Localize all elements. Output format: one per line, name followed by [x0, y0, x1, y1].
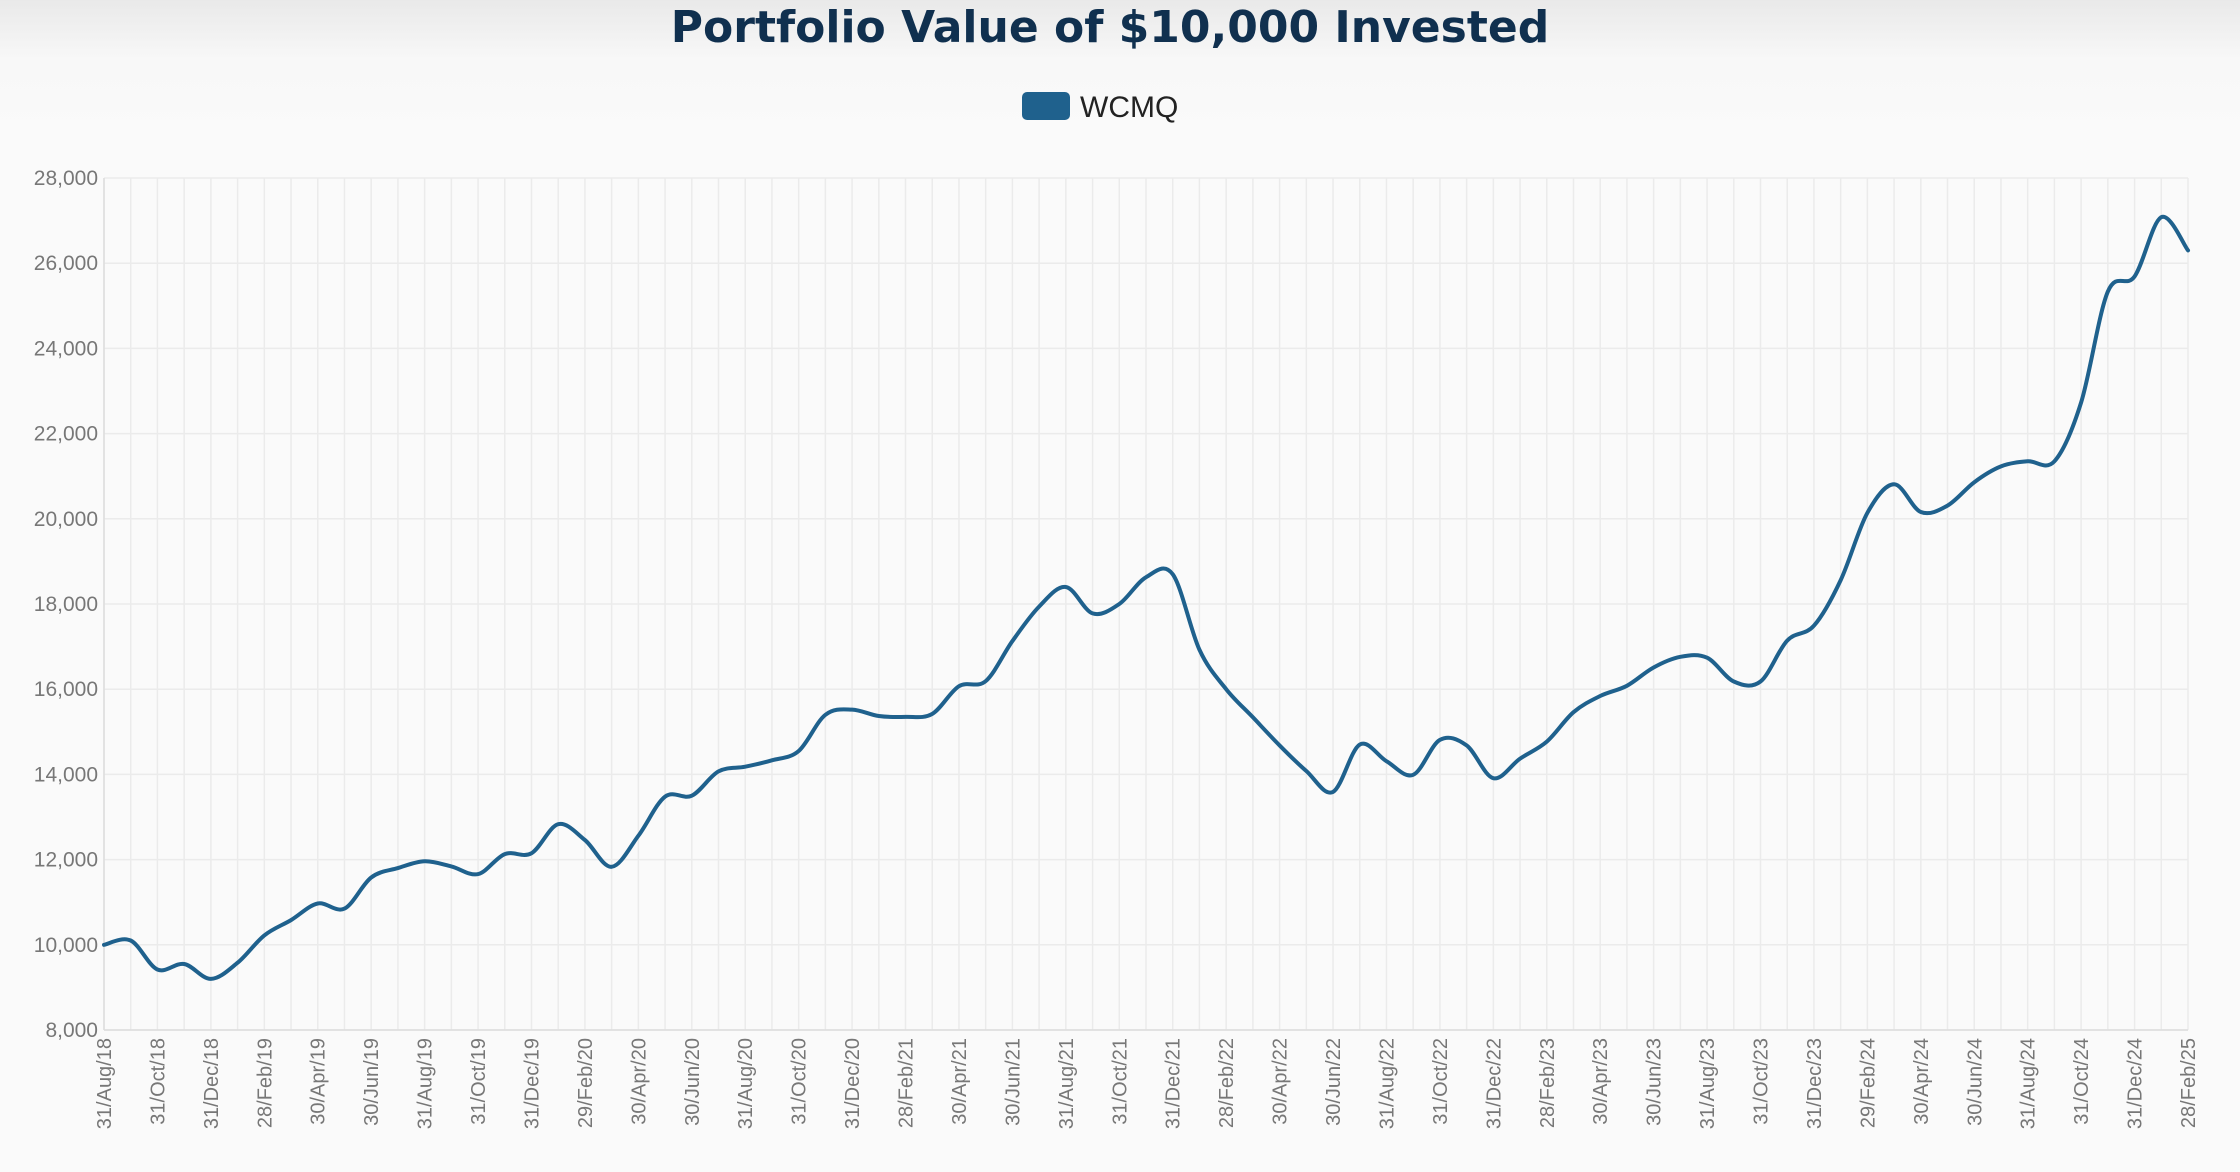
- y-tick-label: 12,000: [34, 849, 98, 872]
- y-tick-label: 10,000: [34, 934, 98, 957]
- x-tick-label: 31/Aug/21: [1056, 1038, 1078, 1129]
- x-tick-label: 29/Feb/20: [575, 1038, 597, 1128]
- plot-area: 8,000 10,000 12,000 14,000 16,000 18,000 20,00…: [34, 167, 2200, 1129]
- x-tick-label: 31/Aug/20: [735, 1038, 757, 1129]
- x-tick-label: 30/Apr/21: [949, 1038, 971, 1125]
- x-tick-label: 31/Oct/23: [1751, 1038, 1773, 1125]
- x-tick-label: 28/Feb/19: [254, 1038, 276, 1128]
- x-tick-label: 31/Aug/19: [415, 1038, 437, 1129]
- x-axis-ticks: 31/Aug/18 31/Oct/18 31/Dec/18 28/Feb/19 30/A…: [94, 1038, 2200, 1129]
- legend-swatch-wcmq[interactable]: [1022, 92, 1070, 120]
- x-tick-label: 31/Dec/20: [842, 1038, 864, 1129]
- y-tick-label: 28,000: [34, 167, 98, 190]
- y-tick-label: 24,000: [34, 337, 98, 360]
- x-tick-label: 30/Jun/20: [682, 1038, 704, 1126]
- x-tick-label: 31/Dec/19: [521, 1038, 543, 1129]
- x-tick-label: 31/Dec/21: [1163, 1038, 1185, 1129]
- y-tick-label: 22,000: [34, 423, 98, 446]
- x-tick-label: 30/Apr/23: [1590, 1038, 1612, 1125]
- x-tick-label: 31/Dec/23: [1804, 1038, 1826, 1129]
- axis-lines: [103, 178, 2188, 1031]
- x-tick-label: 31/Dec/18: [201, 1038, 223, 1129]
- x-tick-label: 30/Apr/24: [1911, 1038, 1933, 1125]
- x-tick-label: 31/Dec/24: [2125, 1038, 2147, 1129]
- series-line-wcmq[interactable]: [102, 215, 2190, 981]
- x-tick-label: 31/Aug/22: [1376, 1038, 1398, 1129]
- x-tick-label: 31/Aug/18: [94, 1038, 116, 1129]
- x-tick-label: 31/Oct/20: [789, 1038, 811, 1125]
- x-tick-label: 30/Apr/22: [1270, 1038, 1292, 1125]
- x-tick-label: 30/Jun/19: [361, 1038, 383, 1126]
- x-tick-label: 28/Feb/23: [1537, 1038, 1559, 1128]
- x-tick-label: 28/Feb/22: [1216, 1038, 1238, 1128]
- x-tick-label: 28/Feb/21: [896, 1038, 918, 1128]
- x-tick-label: 31/Oct/18: [147, 1038, 169, 1125]
- x-tick-label: 30/Apr/20: [628, 1038, 650, 1125]
- y-tick-label: 18,000: [34, 593, 98, 616]
- y-tick-label: 8,000: [45, 1019, 98, 1042]
- x-tick-label: 31/Oct/24: [2071, 1038, 2093, 1125]
- x-tick-label: 31/Aug/23: [1697, 1038, 1719, 1129]
- legend[interactable]: WCMQ: [1022, 91, 1178, 124]
- x-tick-label: 30/Jun/23: [1644, 1038, 1666, 1126]
- x-tick-label: 31/Oct/19: [468, 1038, 490, 1125]
- x-tick-label: 31/Dec/22: [1483, 1038, 1505, 1129]
- y-axis-ticks: 8,000 10,000 12,000 14,000 16,000 18,000 20,00…: [34, 167, 98, 1042]
- x-tick-label: 28/Feb/25: [2178, 1038, 2200, 1128]
- chart-title: Portfolio Value of $10,000 Invested: [671, 2, 1549, 53]
- y-tick-label: 20,000: [34, 508, 98, 531]
- y-tick-label: 16,000: [34, 678, 98, 701]
- x-tick-label: 30/Jun/22: [1323, 1038, 1345, 1126]
- x-tick-label: 31/Oct/21: [1109, 1038, 1131, 1125]
- legend-label-wcmq[interactable]: WCMQ: [1080, 91, 1178, 124]
- y-tick-label: 14,000: [34, 763, 98, 786]
- x-tick-label: 30/Jun/24: [1964, 1038, 1986, 1126]
- y-tick-label: 26,000: [34, 252, 98, 275]
- x-tick-label: 30/Jun/21: [1002, 1038, 1024, 1126]
- x-tick-label: 31/Aug/24: [2018, 1038, 2040, 1129]
- x-tick-label: 29/Feb/24: [1857, 1038, 1879, 1128]
- x-tick-label: 31/Oct/22: [1430, 1038, 1452, 1125]
- x-tick-label: 30/Apr/19: [308, 1038, 330, 1125]
